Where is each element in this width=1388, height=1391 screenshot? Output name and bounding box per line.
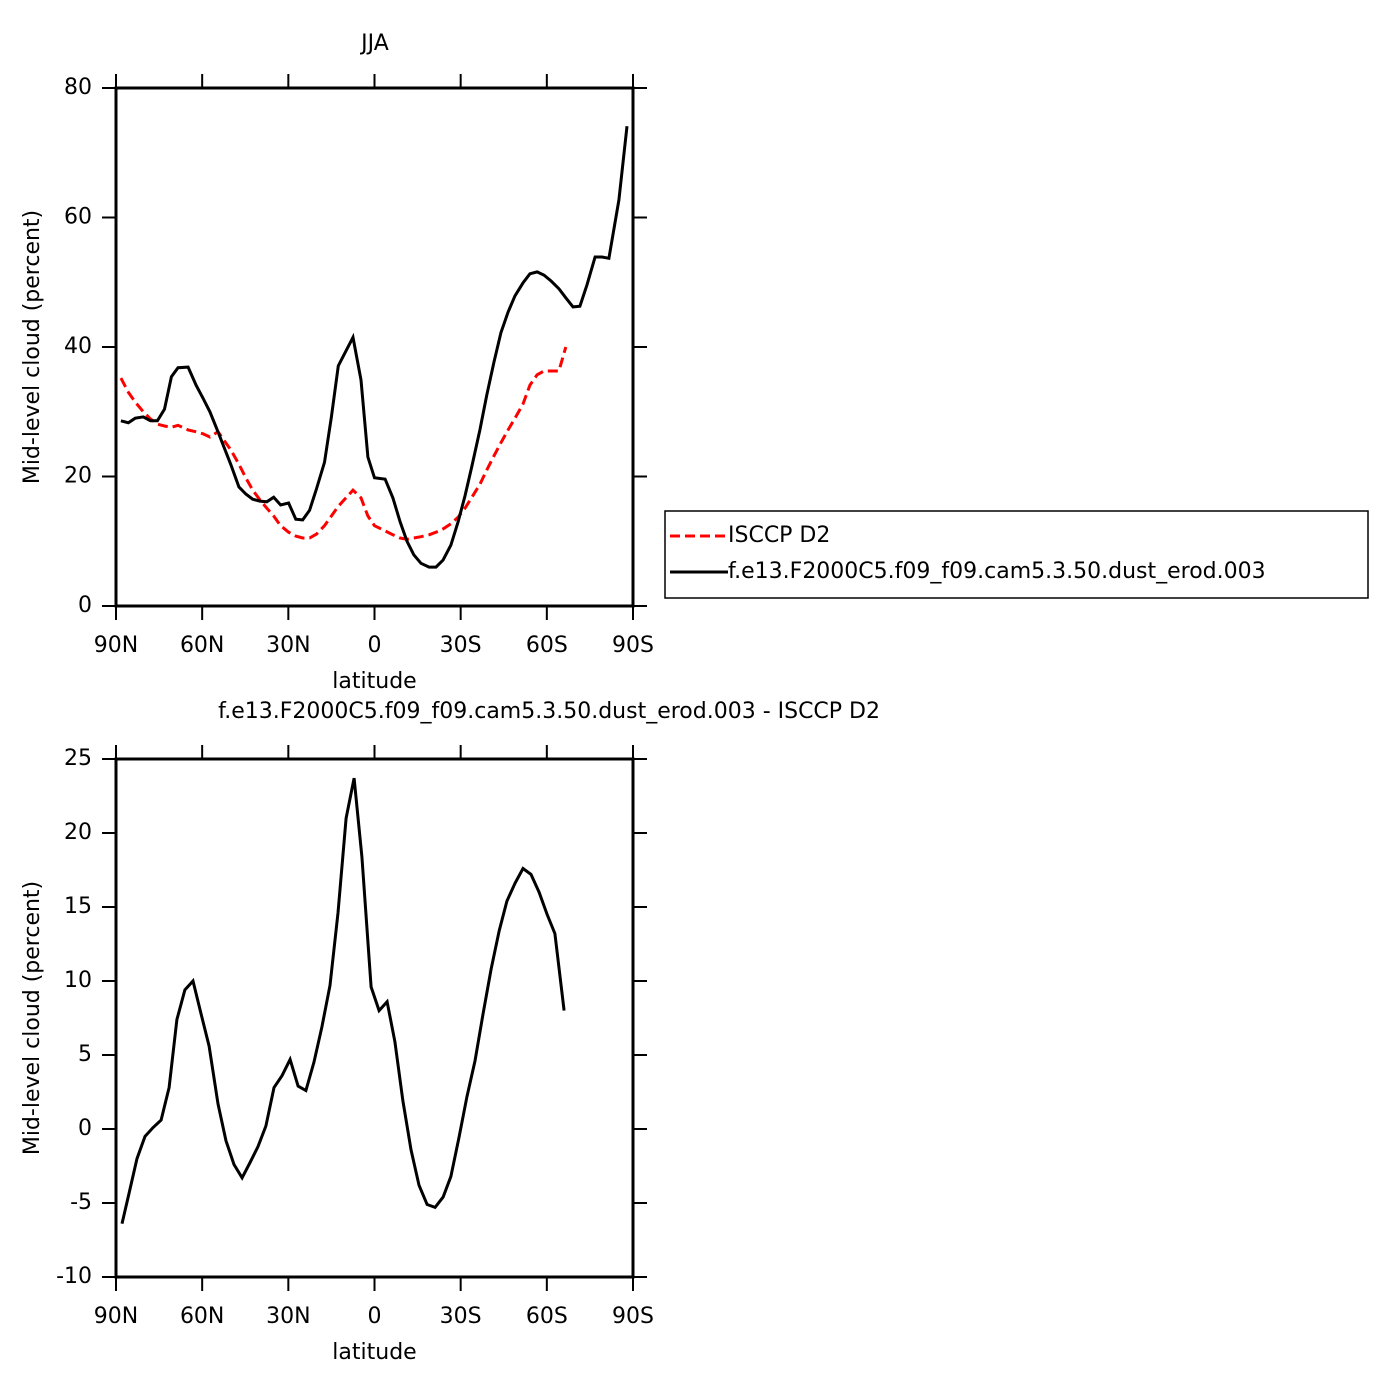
y-tick-label: 80 [64, 75, 92, 100]
y-tick-label: 10 [64, 968, 92, 993]
y-tick-label: 40 [64, 334, 92, 359]
y-tick-label: 25 [64, 746, 92, 771]
chart-title: f.e13.F2000C5.f09_f09.cam5.3.50.dust_ero… [218, 699, 880, 724]
data-line [120, 777, 566, 1225]
x-tick-label: 30N [266, 633, 310, 658]
legend-label: f.e13.F2000C5.f09_f09.cam5.3.50.dust_ero… [728, 559, 1266, 584]
y-tick-label: 20 [64, 464, 92, 489]
y-tick-label: 0 [78, 1116, 92, 1141]
y-axis-label: Mid-level cloud (percent) [20, 210, 45, 484]
x-tick-label: 60S [526, 1304, 568, 1329]
legend-box [664, 510, 1369, 599]
x-tick-label: 90S [612, 1304, 654, 1329]
x-tick-label: 60N [180, 1304, 224, 1329]
x-axis-label: latitude [332, 1340, 416, 1365]
y-tick-label: 15 [64, 894, 92, 919]
x-tick-label: 60N [180, 633, 224, 658]
chart-title: JJA [359, 31, 389, 56]
x-axis-label: latitude [332, 669, 416, 694]
y-axis-label: Mid-level cloud (percent) [20, 881, 45, 1155]
x-tick-label: 30S [440, 1304, 482, 1329]
y-tick-label: 5 [78, 1042, 92, 1067]
data-line [120, 126, 629, 569]
plot-frame [114, 757, 635, 1279]
data-line [119, 346, 568, 541]
y-tick-label: -10 [56, 1264, 92, 1289]
legend-label: ISCCP D2 [728, 523, 830, 548]
x-tick-label: 90N [94, 633, 138, 658]
y-tick-label: 0 [78, 593, 92, 618]
x-tick-label: 0 [368, 1304, 382, 1329]
y-tick-label: -5 [70, 1190, 92, 1215]
x-tick-label: 90S [612, 633, 654, 658]
x-tick-label: 90N [94, 1304, 138, 1329]
plot-frame [114, 86, 635, 608]
y-tick-label: 20 [64, 820, 92, 845]
x-tick-label: 60S [526, 633, 568, 658]
x-tick-label: 30N [266, 1304, 310, 1329]
y-tick-label: 60 [64, 205, 92, 230]
x-tick-label: 0 [368, 633, 382, 658]
x-tick-label: 30S [440, 633, 482, 658]
